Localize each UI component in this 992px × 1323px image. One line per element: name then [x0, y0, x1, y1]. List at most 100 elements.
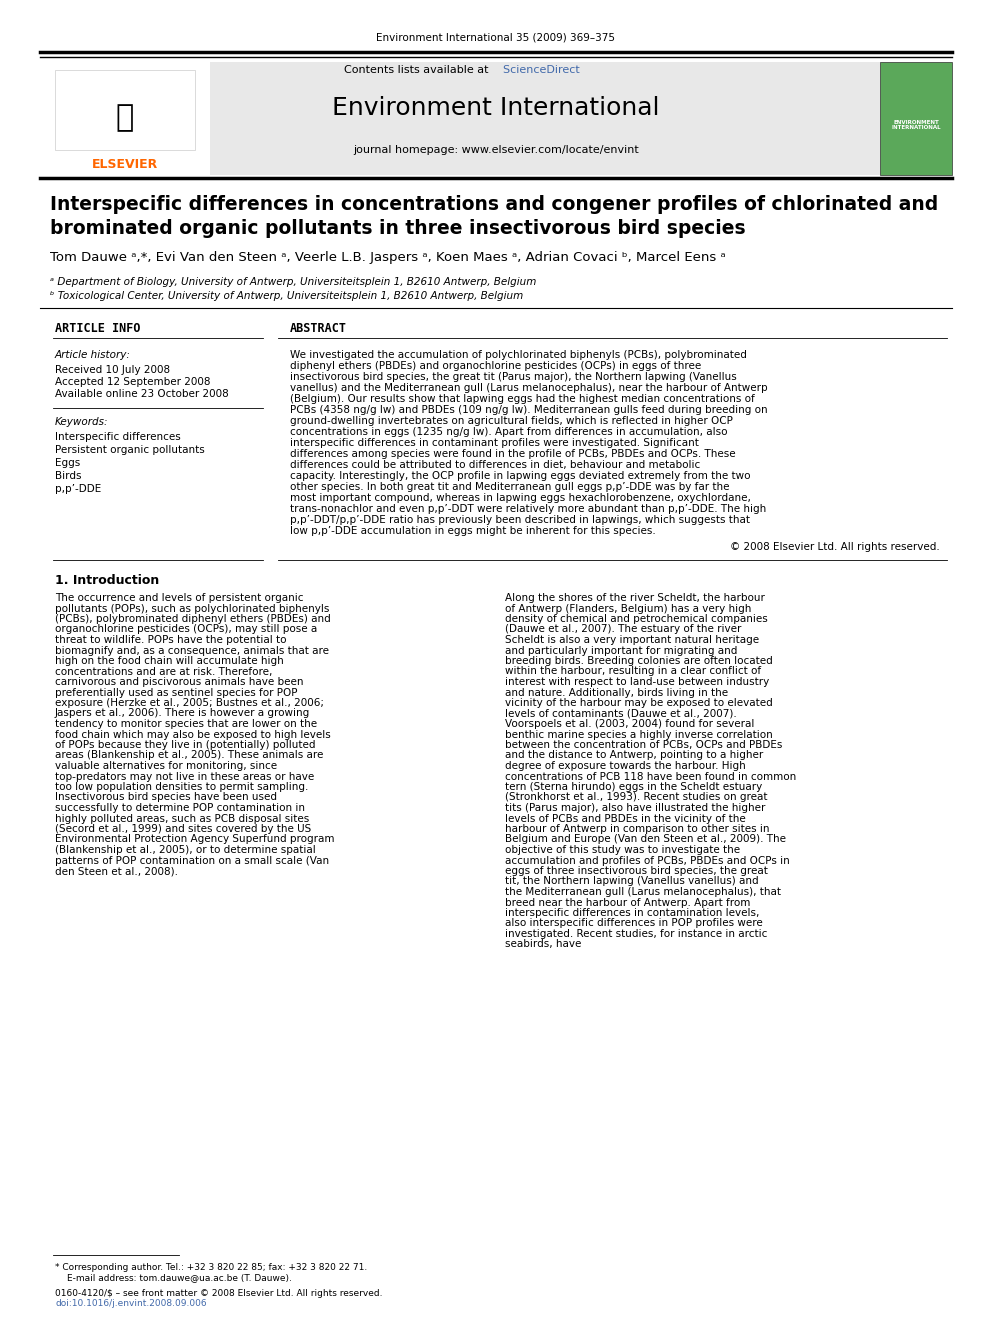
Text: and the distance to Antwerp, pointing to a higher: and the distance to Antwerp, pointing to… [505, 750, 763, 761]
Text: concentrations of PCB 118 have been found in common: concentrations of PCB 118 have been foun… [505, 771, 797, 782]
Text: the Mediterranean gull (Larus melanocephalus), that: the Mediterranean gull (Larus melanoceph… [505, 886, 781, 897]
Text: too low population densities to permit sampling.: too low population densities to permit s… [55, 782, 309, 792]
Text: ground-dwelling invertebrates on agricultural fields, which is reflected in high: ground-dwelling invertebrates on agricul… [290, 415, 733, 426]
Text: Jaspers et al., 2006). There is however a growing: Jaspers et al., 2006). There is however … [55, 709, 310, 718]
Text: diphenyl ethers (PBDEs) and organochlorine pesticides (OCPs) in eggs of three: diphenyl ethers (PBDEs) and organochlori… [290, 361, 701, 370]
Text: accumulation and profiles of PCBs, PBDEs and OCPs in: accumulation and profiles of PCBs, PBDEs… [505, 856, 790, 865]
Text: Article history:: Article history: [55, 351, 131, 360]
Text: and particularly important for migrating and: and particularly important for migrating… [505, 646, 737, 655]
Text: objective of this study was to investigate the: objective of this study was to investiga… [505, 845, 740, 855]
Text: journal homepage: www.elsevier.com/locate/envint: journal homepage: www.elsevier.com/locat… [353, 146, 639, 155]
Text: concentrations in eggs (1235 ng/g lw). Apart from differences in accumulation, a: concentrations in eggs (1235 ng/g lw). A… [290, 427, 727, 437]
Text: ELSEVIER: ELSEVIER [92, 159, 158, 172]
Text: breeding birds. Breeding colonies are often located: breeding birds. Breeding colonies are of… [505, 656, 773, 665]
Text: Tom Dauwe ᵃ,*, Evi Van den Steen ᵃ, Veerle L.B. Jaspers ᵃ, Koen Maes ᵃ, Adrian C: Tom Dauwe ᵃ,*, Evi Van den Steen ᵃ, Veer… [50, 251, 726, 265]
Text: threat to wildlife. POPs have the potential to: threat to wildlife. POPs have the potent… [55, 635, 287, 646]
Text: degree of exposure towards the harbour. High: degree of exposure towards the harbour. … [505, 761, 746, 771]
FancyBboxPatch shape [40, 62, 210, 175]
Text: tendency to monitor species that are lower on the: tendency to monitor species that are low… [55, 718, 317, 729]
Text: most important compound, whereas in lapwing eggs hexachlorobenzene, oxychlordane: most important compound, whereas in lapw… [290, 493, 751, 503]
Text: carnivorous and piscivorous animals have been: carnivorous and piscivorous animals have… [55, 677, 304, 687]
Text: Accepted 12 September 2008: Accepted 12 September 2008 [55, 377, 210, 388]
Text: Received 10 July 2008: Received 10 July 2008 [55, 365, 170, 374]
Text: density of chemical and petrochemical companies: density of chemical and petrochemical co… [505, 614, 768, 624]
Text: Interspecific differences: Interspecific differences [55, 433, 181, 442]
Text: Contents lists available at: Contents lists available at [344, 65, 496, 75]
Text: tern (Sterna hirundo) eggs in the Scheldt estuary: tern (Sterna hirundo) eggs in the Scheld… [505, 782, 762, 792]
Text: vicinity of the harbour may be exposed to elevated: vicinity of the harbour may be exposed t… [505, 699, 773, 708]
Text: Voorspoels et al. (2003, 2004) found for several: Voorspoels et al. (2003, 2004) found for… [505, 718, 754, 729]
Text: brominated organic pollutants in three insectivorous bird species: brominated organic pollutants in three i… [50, 218, 746, 238]
Text: food chain which may also be exposed to high levels: food chain which may also be exposed to … [55, 729, 330, 740]
Text: den Steen et al., 2008).: den Steen et al., 2008). [55, 867, 178, 876]
Text: ABSTRACT: ABSTRACT [290, 321, 347, 335]
Text: Available online 23 October 2008: Available online 23 October 2008 [55, 389, 229, 400]
Text: breed near the harbour of Antwerp. Apart from: breed near the harbour of Antwerp. Apart… [505, 897, 750, 908]
Text: (Belgium). Our results show that lapwing eggs had the highest median concentrati: (Belgium). Our results show that lapwing… [290, 394, 755, 404]
Text: Belgium and Europe (Van den Steen et al., 2009). The: Belgium and Europe (Van den Steen et al.… [505, 835, 786, 844]
Text: valuable alternatives for monitoring, since: valuable alternatives for monitoring, si… [55, 761, 277, 771]
Text: The occurrence and levels of persistent organic: The occurrence and levels of persistent … [55, 593, 304, 603]
Text: capacity. Interestingly, the OCP profile in lapwing eggs deviated extremely from: capacity. Interestingly, the OCP profile… [290, 471, 751, 482]
Text: (Secord et al., 1999) and sites covered by the US: (Secord et al., 1999) and sites covered … [55, 824, 311, 833]
Text: Along the shores of the river Scheldt, the harbour: Along the shores of the river Scheldt, t… [505, 593, 765, 603]
FancyBboxPatch shape [55, 70, 195, 149]
Text: seabirds, have: seabirds, have [505, 939, 581, 950]
Text: Scheldt is also a very important natural heritage: Scheldt is also a very important natural… [505, 635, 759, 646]
Text: Eggs: Eggs [55, 458, 80, 468]
Text: of POPs because they live in (potentially) polluted: of POPs because they live in (potentiall… [55, 740, 315, 750]
Text: differences could be attributed to differences in diet, behaviour and metabolic: differences could be attributed to diffe… [290, 460, 700, 470]
Text: highly polluted areas, such as PCB disposal sites: highly polluted areas, such as PCB dispo… [55, 814, 310, 823]
Text: benthic marine species a highly inverse correlation: benthic marine species a highly inverse … [505, 729, 773, 740]
Text: 1. Introduction: 1. Introduction [55, 573, 160, 586]
Text: and nature. Additionally, birds living in the: and nature. Additionally, birds living i… [505, 688, 728, 697]
Text: Keywords:: Keywords: [55, 417, 108, 427]
Text: Environmental Protection Agency Superfund program: Environmental Protection Agency Superfun… [55, 835, 334, 844]
Text: ᵃ Department of Biology, University of Antwerp, Universiteitsplein 1, B2610 Antw: ᵃ Department of Biology, University of A… [50, 277, 537, 287]
Text: concentrations and are at risk. Therefore,: concentrations and are at risk. Therefor… [55, 667, 273, 676]
Text: ScienceDirect: ScienceDirect [496, 65, 579, 75]
Text: top-predators may not live in these areas or have: top-predators may not live in these area… [55, 771, 314, 782]
Text: organochlorine pesticides (OCPs), may still pose a: organochlorine pesticides (OCPs), may st… [55, 624, 317, 635]
Text: ᵇ Toxicological Center, University of Antwerp, Universiteitsplein 1, B2610 Antwe: ᵇ Toxicological Center, University of An… [50, 291, 523, 302]
Text: ARTICLE INFO: ARTICLE INFO [55, 321, 141, 335]
Text: tits (Parus major), also have illustrated the higher: tits (Parus major), also have illustrate… [505, 803, 766, 814]
Text: investigated. Recent studies, for instance in arctic: investigated. Recent studies, for instan… [505, 929, 768, 939]
Text: patterns of POP contamination on a small scale (Van: patterns of POP contamination on a small… [55, 856, 329, 865]
Text: preferentially used as sentinel species for POP: preferentially used as sentinel species … [55, 688, 298, 697]
Text: interspecific differences in contaminant profiles were investigated. Significant: interspecific differences in contaminant… [290, 438, 699, 448]
Text: We investigated the accumulation of polychlorinated biphenyls (PCBs), polybromin: We investigated the accumulation of poly… [290, 351, 747, 360]
Text: low p,p’-DDE accumulation in eggs might be inherent for this species.: low p,p’-DDE accumulation in eggs might … [290, 527, 656, 536]
Text: levels of contaminants (Dauwe et al., 2007).: levels of contaminants (Dauwe et al., 20… [505, 709, 737, 718]
Text: Environment International 35 (2009) 369–375: Environment International 35 (2009) 369–… [377, 33, 615, 44]
Text: also interspecific differences in POP profiles were: also interspecific differences in POP pr… [505, 918, 763, 929]
FancyBboxPatch shape [40, 62, 952, 175]
Text: other species. In both great tit and Mediterranean gull eggs p,p’-DDE was by far: other species. In both great tit and Med… [290, 482, 729, 492]
Text: successfully to determine POP contamination in: successfully to determine POP contaminat… [55, 803, 305, 814]
Text: differences among species were found in the profile of PCBs, PBDEs and OCPs. The: differences among species were found in … [290, 448, 736, 459]
Text: interspecific differences in contamination levels,: interspecific differences in contaminati… [505, 908, 759, 918]
Text: Interspecific differences in concentrations and congener profiles of chlorinated: Interspecific differences in concentrati… [50, 196, 938, 214]
Text: levels of PCBs and PBDEs in the vicinity of the: levels of PCBs and PBDEs in the vicinity… [505, 814, 746, 823]
Text: E-mail address: tom.dauwe@ua.ac.be (T. Dauwe).: E-mail address: tom.dauwe@ua.ac.be (T. D… [67, 1274, 292, 1282]
Text: (Stronkhorst et al., 1993). Recent studies on great: (Stronkhorst et al., 1993). Recent studi… [505, 792, 768, 803]
Text: © 2008 Elsevier Ltd. All rights reserved.: © 2008 Elsevier Ltd. All rights reserved… [730, 542, 940, 552]
Text: PCBs (4358 ng/g lw) and PBDEs (109 ng/g lw). Mediterranean gulls feed during bre: PCBs (4358 ng/g lw) and PBDEs (109 ng/g … [290, 405, 768, 415]
Text: within the harbour, resulting in a clear conflict of: within the harbour, resulting in a clear… [505, 667, 761, 676]
Text: doi:10.1016/j.envint.2008.09.006: doi:10.1016/j.envint.2008.09.006 [55, 1299, 206, 1308]
Text: harbour of Antwerp in comparison to other sites in: harbour of Antwerp in comparison to othe… [505, 824, 770, 833]
Text: trans-nonachlor and even p,p’-DDT were relatively more abundant than p,p’-DDE. T: trans-nonachlor and even p,p’-DDT were r… [290, 504, 766, 515]
Text: between the concentration of PCBs, OCPs and PBDEs: between the concentration of PCBs, OCPs … [505, 740, 783, 750]
Text: (Dauwe et al., 2007). The estuary of the river: (Dauwe et al., 2007). The estuary of the… [505, 624, 741, 635]
Text: of Antwerp (Flanders, Belgium) has a very high: of Antwerp (Flanders, Belgium) has a ver… [505, 603, 751, 614]
Text: Birds: Birds [55, 471, 81, 482]
Text: eggs of three insectivorous bird species, the great: eggs of three insectivorous bird species… [505, 867, 768, 876]
Text: tit, the Northern lapwing (Vanellus vanellus) and: tit, the Northern lapwing (Vanellus vane… [505, 877, 759, 886]
Text: 0160-4120/$ – see front matter © 2008 Elsevier Ltd. All rights reserved.: 0160-4120/$ – see front matter © 2008 El… [55, 1289, 383, 1298]
Text: high on the food chain will accumulate high: high on the food chain will accumulate h… [55, 656, 284, 665]
FancyBboxPatch shape [880, 62, 952, 175]
Text: insectivorous bird species, the great tit (Parus major), the Northern lapwing (V: insectivorous bird species, the great ti… [290, 372, 737, 382]
Text: (PCBs), polybrominated diphenyl ethers (PBDEs) and: (PCBs), polybrominated diphenyl ethers (… [55, 614, 330, 624]
Text: Insectivorous bird species have been used: Insectivorous bird species have been use… [55, 792, 277, 803]
Text: interest with respect to land-use between industry: interest with respect to land-use betwee… [505, 677, 769, 687]
